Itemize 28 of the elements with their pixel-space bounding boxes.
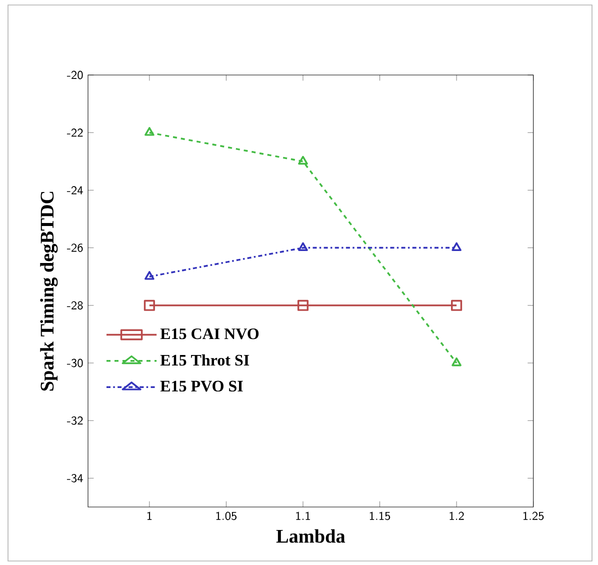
point — [451, 300, 462, 311]
y-axis-title: Spark Timing degBTDC — [40, 192, 58, 391]
point — [297, 300, 309, 311]
y-tick-label: -32 — [66, 416, 83, 425]
legend-label: E15 CAI NVO — [160, 328, 259, 340]
y-tick-label: -22 — [66, 128, 83, 137]
legend-label: E15 PVO SI — [160, 380, 243, 392]
x-tick-label: 1.25 — [523, 512, 544, 520]
y-tick-label: -24 — [66, 186, 83, 194]
y-tick-label: -34 — [66, 474, 83, 482]
point — [144, 300, 155, 311]
x-tick-label: 1.1 — [296, 512, 310, 520]
point — [298, 242, 308, 252]
legend-label: E15 Throt SI — [160, 354, 250, 366]
x-axis-title: Lambda — [276, 529, 346, 543]
x-tick-label: 1 — [147, 512, 152, 520]
point — [452, 357, 462, 366]
x-tick-label: 1.15 — [370, 512, 390, 520]
y-tick-label: -26 — [66, 244, 83, 252]
point — [144, 271, 154, 280]
point — [452, 242, 462, 252]
y-tick-label: -30 — [66, 358, 83, 368]
x-tick-label: 1.2 — [450, 512, 464, 520]
y-tick-label: -28 — [66, 301, 83, 310]
point — [298, 156, 308, 165]
y-tick-label: -20 — [66, 70, 83, 80]
x-tick-label: 1.05 — [216, 512, 237, 520]
point — [144, 127, 154, 136]
